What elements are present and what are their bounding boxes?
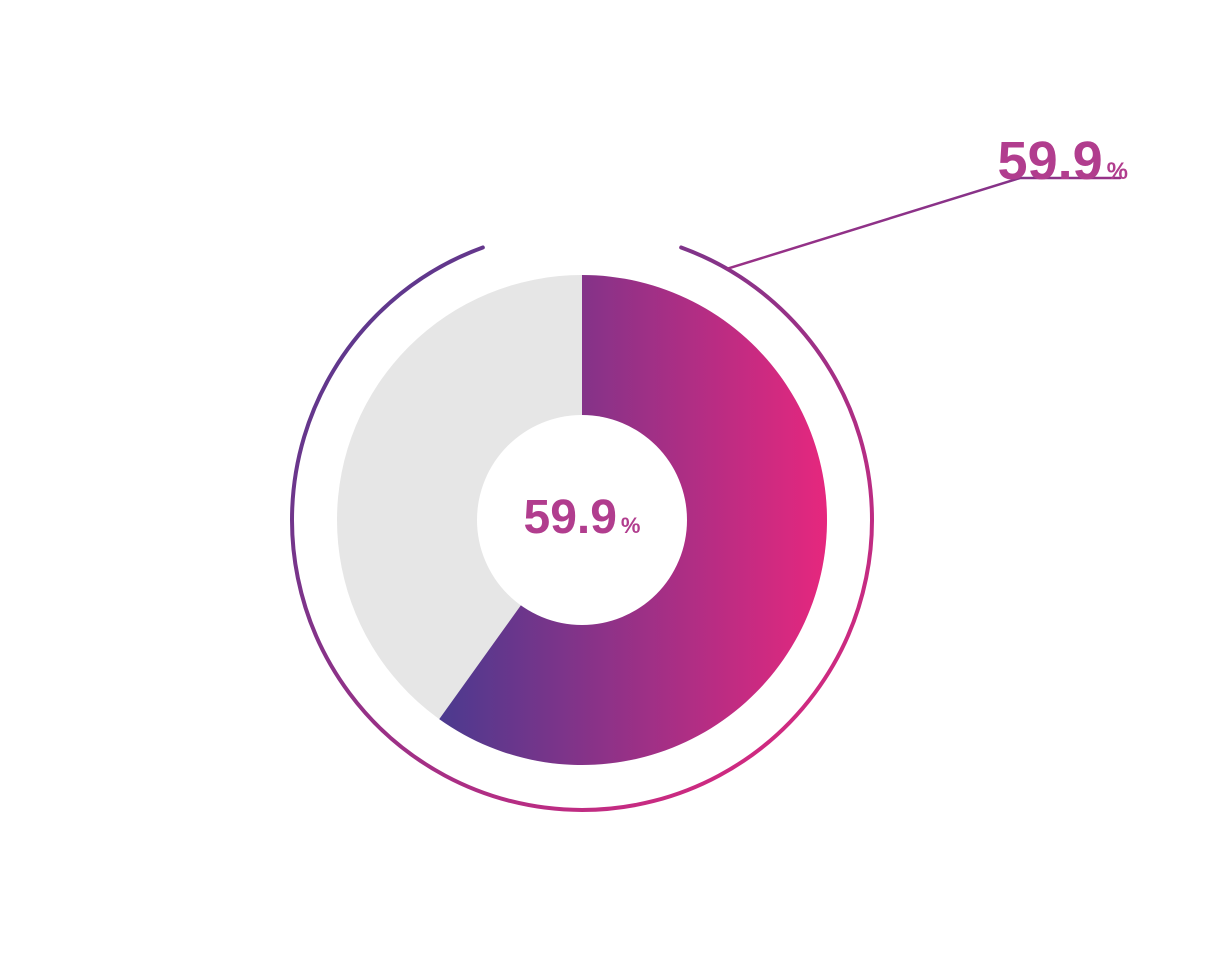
donut-chart-canvas: 59.9% 59.9% (0, 0, 1225, 980)
center-percentage-label: 59.9% (502, 490, 662, 545)
callout-percentage-label: 59.9% (998, 130, 1128, 192)
center-value: 59.9 (524, 491, 617, 544)
callout-value: 59.9 (998, 131, 1103, 191)
center-percent-symbol: % (621, 513, 641, 538)
callout-percent-symbol: % (1107, 158, 1128, 185)
